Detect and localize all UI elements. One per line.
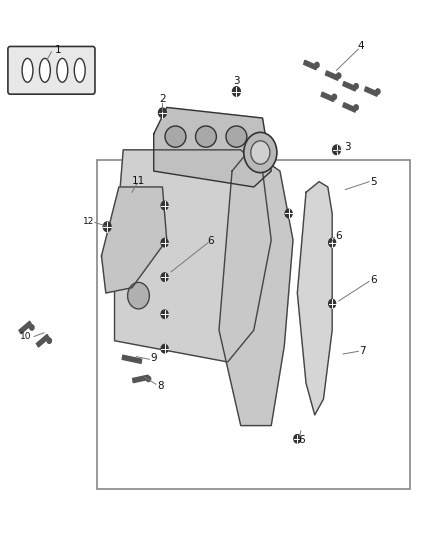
- Ellipse shape: [195, 126, 216, 147]
- Bar: [343, 82, 356, 91]
- Circle shape: [328, 238, 336, 247]
- Bar: [97, 160, 410, 489]
- Circle shape: [127, 282, 149, 309]
- Circle shape: [244, 132, 277, 173]
- Ellipse shape: [74, 59, 85, 82]
- Text: 4: 4: [357, 42, 364, 52]
- Text: 6: 6: [370, 275, 377, 285]
- Text: 3: 3: [233, 76, 240, 86]
- Text: 10: 10: [20, 332, 31, 341]
- Ellipse shape: [39, 59, 50, 82]
- Bar: [122, 355, 141, 364]
- Ellipse shape: [57, 59, 68, 82]
- Circle shape: [354, 105, 358, 110]
- Bar: [133, 375, 148, 383]
- Text: 6: 6: [298, 435, 305, 446]
- Circle shape: [30, 325, 34, 330]
- Bar: [304, 60, 317, 70]
- Circle shape: [354, 84, 358, 89]
- Text: 9: 9: [150, 353, 157, 363]
- Text: 11: 11: [132, 175, 145, 185]
- Circle shape: [161, 201, 168, 210]
- Text: 1: 1: [55, 45, 61, 55]
- Polygon shape: [115, 150, 271, 362]
- Bar: [36, 334, 49, 347]
- Text: 7: 7: [359, 346, 366, 357]
- Polygon shape: [154, 108, 271, 187]
- Bar: [321, 92, 335, 102]
- Bar: [19, 321, 32, 334]
- Circle shape: [161, 238, 168, 247]
- Circle shape: [233, 87, 240, 96]
- Circle shape: [336, 73, 341, 78]
- Circle shape: [161, 273, 168, 281]
- Circle shape: [332, 94, 336, 100]
- Text: 12: 12: [83, 217, 94, 226]
- Text: 8: 8: [157, 381, 163, 391]
- Circle shape: [294, 434, 301, 443]
- Ellipse shape: [22, 59, 33, 82]
- Circle shape: [103, 222, 111, 231]
- Text: 3: 3: [344, 142, 351, 152]
- Bar: [364, 87, 378, 96]
- Circle shape: [251, 141, 270, 164]
- Polygon shape: [102, 187, 167, 293]
- Text: 5: 5: [370, 176, 377, 187]
- Circle shape: [47, 338, 51, 343]
- Bar: [343, 103, 356, 112]
- Circle shape: [315, 62, 319, 68]
- Circle shape: [328, 300, 336, 308]
- Circle shape: [146, 376, 151, 382]
- Text: 6: 6: [336, 231, 342, 241]
- Circle shape: [332, 145, 340, 155]
- Circle shape: [159, 108, 166, 117]
- Circle shape: [161, 310, 168, 318]
- Text: 6: 6: [207, 236, 214, 246]
- Polygon shape: [297, 182, 332, 415]
- Circle shape: [161, 344, 168, 353]
- Polygon shape: [219, 150, 293, 425]
- Circle shape: [376, 89, 380, 94]
- Ellipse shape: [165, 126, 186, 147]
- Text: 2: 2: [159, 94, 166, 104]
- FancyBboxPatch shape: [8, 46, 95, 94]
- Circle shape: [285, 209, 292, 217]
- Bar: [325, 71, 339, 80]
- Ellipse shape: [226, 126, 247, 147]
